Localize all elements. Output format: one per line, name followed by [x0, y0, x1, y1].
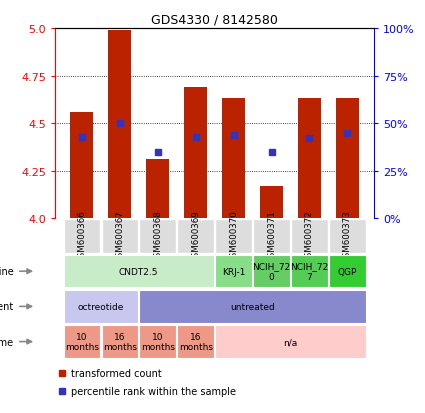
FancyBboxPatch shape [178, 220, 214, 253]
FancyBboxPatch shape [64, 290, 138, 323]
FancyBboxPatch shape [64, 255, 214, 288]
FancyBboxPatch shape [102, 220, 138, 253]
Text: KRJ-1: KRJ-1 [222, 267, 245, 276]
FancyBboxPatch shape [253, 255, 290, 288]
Bar [71, 112, 93, 219]
Text: agent: agent [0, 301, 14, 312]
FancyBboxPatch shape [139, 325, 176, 358]
Text: GSM600370: GSM600370 [229, 210, 238, 263]
Title: GDS4330 / 8142580: GDS4330 / 8142580 [151, 13, 278, 26]
Text: GSM600371: GSM600371 [267, 210, 276, 263]
Text: GSM600373: GSM600373 [343, 210, 352, 263]
Text: octreotide: octreotide [78, 302, 124, 311]
FancyBboxPatch shape [139, 290, 366, 323]
Bar [146, 160, 169, 219]
FancyBboxPatch shape [291, 255, 328, 288]
Text: 10
months: 10 months [65, 332, 99, 351]
FancyBboxPatch shape [139, 220, 176, 253]
Bar [336, 99, 359, 219]
Text: cell line: cell line [0, 266, 14, 277]
Text: 16
months: 16 months [178, 332, 212, 351]
Bar [108, 31, 131, 219]
Text: percentile rank within the sample: percentile rank within the sample [71, 386, 236, 396]
FancyBboxPatch shape [215, 325, 366, 358]
Text: QGP: QGP [338, 267, 357, 276]
Text: GSM600368: GSM600368 [153, 210, 162, 263]
FancyBboxPatch shape [64, 325, 100, 358]
Bar [260, 187, 283, 219]
Text: CNDT2.5: CNDT2.5 [119, 267, 159, 276]
Text: 10
months: 10 months [141, 332, 175, 351]
Bar [298, 99, 321, 219]
Text: n/a: n/a [283, 337, 298, 346]
FancyBboxPatch shape [215, 220, 252, 253]
FancyBboxPatch shape [291, 220, 328, 253]
Bar [184, 88, 207, 219]
Text: time: time [0, 337, 14, 347]
Text: transformed count: transformed count [71, 368, 162, 378]
Text: GSM600366: GSM600366 [77, 210, 86, 263]
Text: 16
months: 16 months [103, 332, 137, 351]
Text: GSM600367: GSM600367 [115, 210, 124, 263]
FancyBboxPatch shape [329, 255, 366, 288]
Bar [222, 99, 245, 219]
Text: GSM600369: GSM600369 [191, 210, 200, 263]
FancyBboxPatch shape [215, 255, 252, 288]
FancyBboxPatch shape [178, 325, 214, 358]
FancyBboxPatch shape [329, 220, 366, 253]
FancyBboxPatch shape [102, 325, 138, 358]
FancyBboxPatch shape [253, 220, 290, 253]
Text: NCIH_72
0: NCIH_72 0 [252, 262, 291, 281]
FancyBboxPatch shape [64, 220, 100, 253]
Text: GSM600372: GSM600372 [305, 210, 314, 263]
Text: untreated: untreated [230, 302, 275, 311]
Text: NCIH_72
7: NCIH_72 7 [290, 262, 329, 281]
